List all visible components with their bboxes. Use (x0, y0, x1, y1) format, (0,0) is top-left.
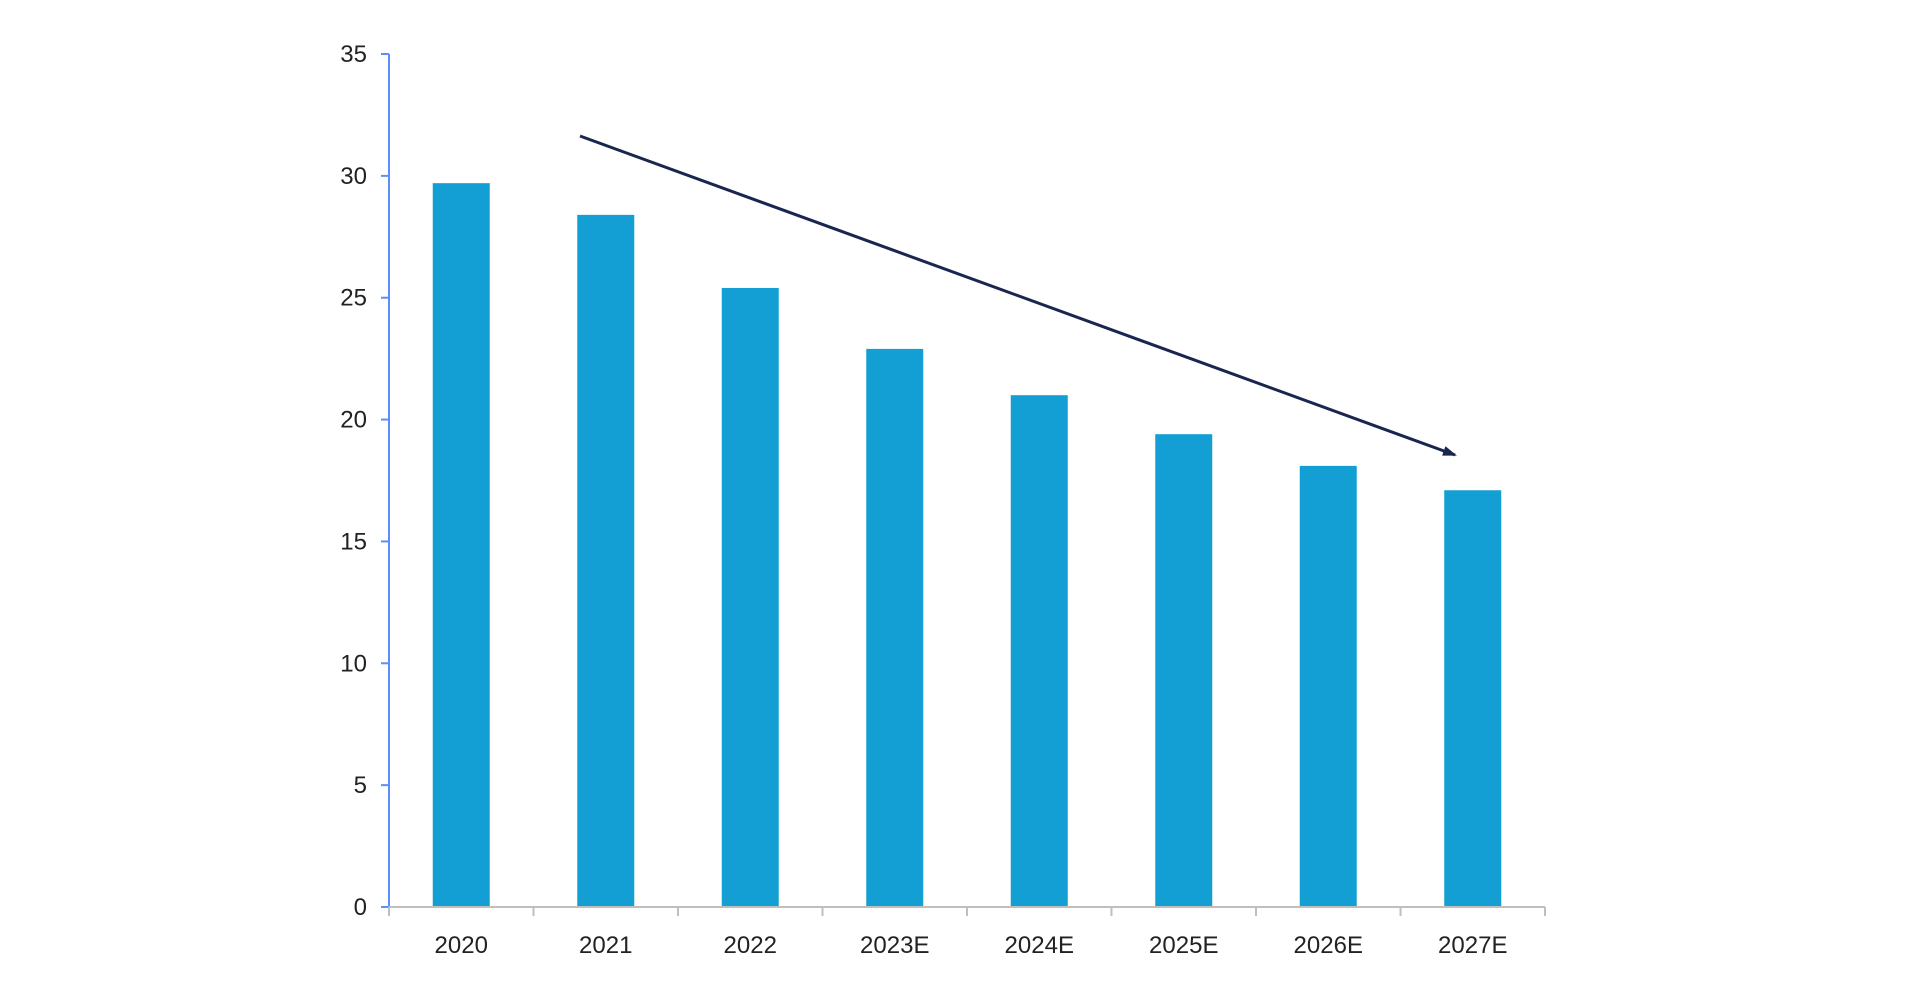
bar-2021 (577, 214, 635, 907)
x-tick-label: 2025E (1149, 932, 1218, 959)
x-tick-label: 2026E (1294, 932, 1363, 959)
y-tick-label: 0 (354, 894, 367, 921)
bar-2020 (432, 183, 490, 907)
y-tick-label: 10 (340, 650, 367, 677)
bar-2027E (1444, 490, 1502, 907)
bar-2024E (1010, 395, 1068, 907)
y-tick-label: 25 (340, 285, 367, 312)
x-tick-label: 2023E (860, 932, 929, 959)
y-tick-label: 30 (340, 163, 367, 190)
bar-2023E (866, 348, 924, 907)
bar-2025E (1155, 434, 1213, 907)
y-tick-label: 35 (340, 41, 367, 68)
x-tick-label: 2024E (1005, 932, 1074, 959)
y-tick-label: 20 (340, 407, 367, 434)
bar-series (432, 183, 1502, 908)
x-tick-label: 2021 (579, 932, 632, 959)
y-axis-ticks: 0 5 10 15 20 25 30 35 (340, 41, 389, 921)
x-tick-label: 2020 (435, 932, 488, 959)
y-tick-label: 15 (340, 528, 367, 555)
bar-2022 (721, 287, 779, 908)
bar-2026E (1299, 465, 1357, 907)
x-tick-label: 2027E (1438, 932, 1507, 959)
x-tick-label: 2022 (724, 932, 777, 959)
trend-arrow (579, 134, 1457, 457)
x-axis-ticks: 2020 2021 2022 2023E 2024E 2025E 2026E 2027E (388, 907, 1546, 959)
y-tick-label: 5 (354, 772, 367, 799)
